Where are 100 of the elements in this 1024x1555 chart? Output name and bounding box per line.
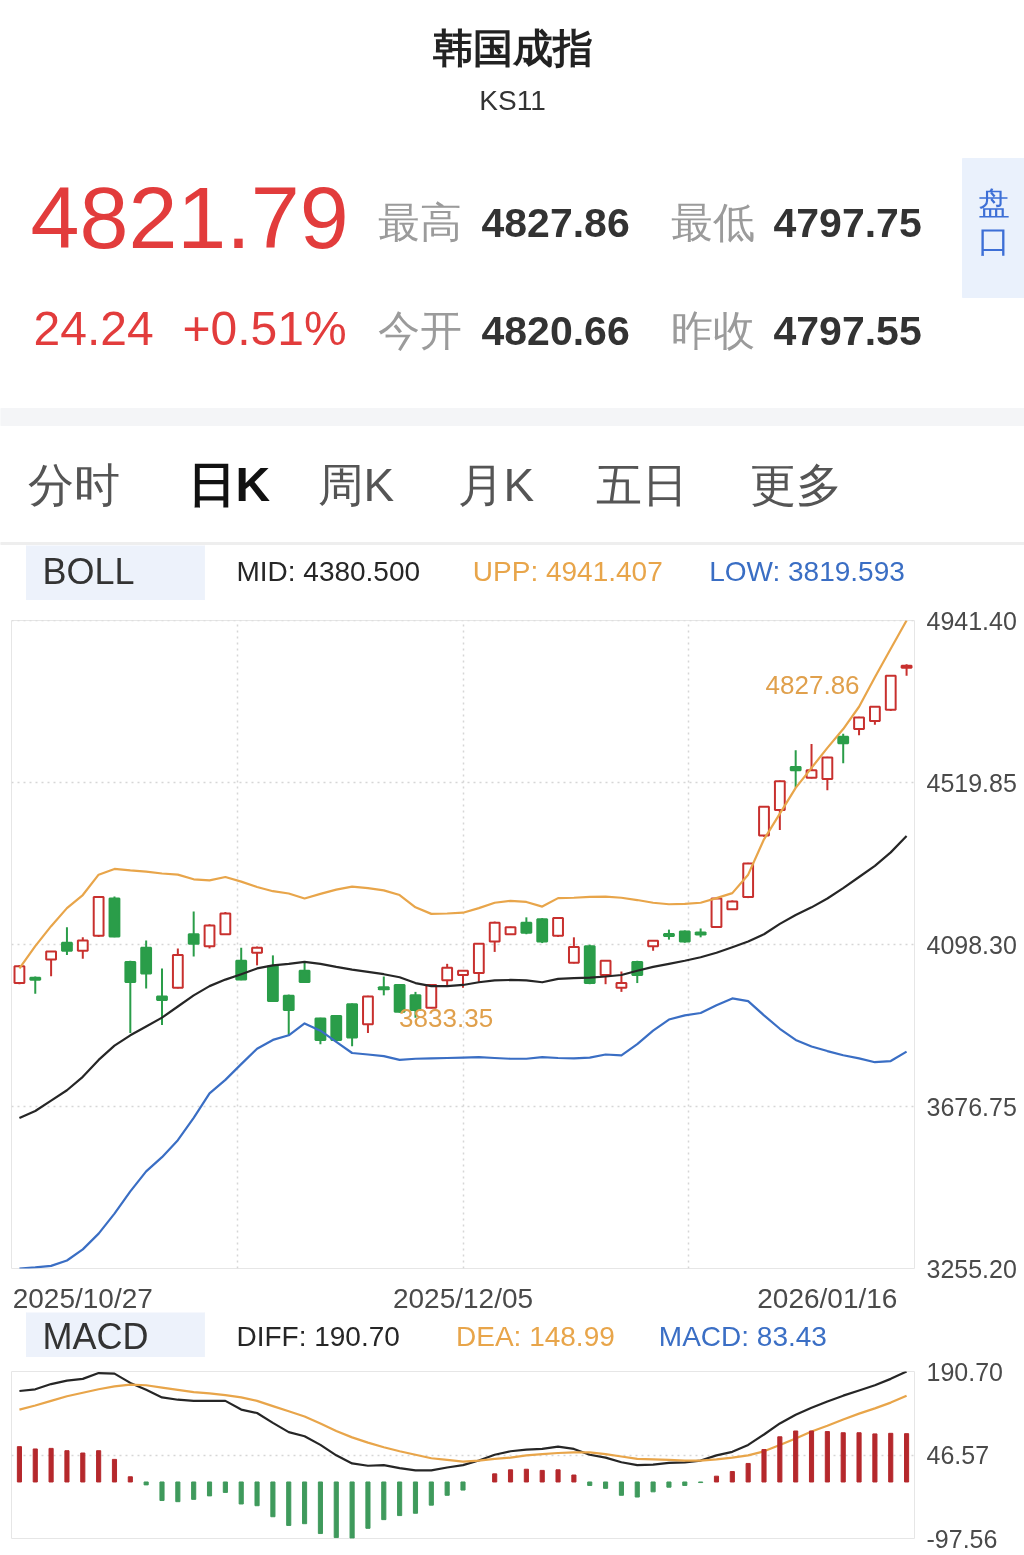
candlestick <box>282 993 295 1037</box>
bar <box>492 1473 498 1483</box>
candlestick <box>552 916 564 938</box>
bar <box>444 1481 450 1496</box>
bar <box>587 1481 593 1486</box>
bar <box>270 1481 276 1518</box>
bar <box>666 1481 672 1488</box>
text: 最高 <box>377 199 462 246</box>
text: 五日 <box>595 458 688 511</box>
text: 韩国成指 <box>431 25 593 70</box>
bar <box>286 1481 292 1526</box>
candlestick <box>76 936 89 960</box>
y-tick-label: 4098.30 <box>926 930 1017 959</box>
candlestick <box>567 936 580 965</box>
text: 昨收 <box>670 307 755 354</box>
text: KS11 <box>479 85 546 116</box>
bar <box>365 1481 371 1529</box>
bar <box>713 1475 720 1483</box>
text: 4820.66 <box>481 307 630 354</box>
candlestick <box>235 946 248 982</box>
bar <box>618 1481 624 1496</box>
candlestick <box>488 920 501 953</box>
bar <box>32 1448 38 1483</box>
x-tick-label: 2026/01/16 <box>757 1283 898 1314</box>
bar <box>872 1433 878 1483</box>
text: 4821.79 <box>30 167 349 267</box>
candlestick <box>124 959 137 1034</box>
bar <box>428 1481 434 1506</box>
bar <box>904 1433 910 1483</box>
line-series <box>18 620 908 970</box>
bar <box>745 1462 751 1483</box>
bar <box>412 1481 419 1514</box>
candlestick <box>187 910 200 958</box>
text: 更多 <box>749 458 842 511</box>
candlestick <box>203 923 216 950</box>
y-tick-label: 3255.20 <box>926 1254 1017 1283</box>
bar <box>682 1481 688 1486</box>
text: 4797.75 <box>773 199 922 246</box>
bar <box>159 1481 165 1502</box>
candlestick <box>615 970 628 993</box>
y-tick-label: 4941.40 <box>926 606 1017 635</box>
text: MID: 4380.500 <box>236 556 421 587</box>
bar <box>523 1468 529 1483</box>
bar <box>206 1481 213 1497</box>
bar <box>111 1458 118 1483</box>
bar <box>48 1447 54 1483</box>
bar <box>80 1452 86 1483</box>
y-tick-label: 3676.75 <box>926 1092 1017 1121</box>
bar <box>634 1481 640 1498</box>
text: 周K <box>317 458 395 511</box>
bar <box>333 1481 339 1539</box>
bar <box>143 1481 149 1486</box>
bar <box>191 1481 197 1500</box>
legend-title: MACD <box>42 1316 149 1357</box>
candlestick <box>298 961 311 984</box>
line-series <box>18 997 908 1269</box>
candlestick <box>425 983 438 1010</box>
bar <box>729 1471 735 1483</box>
bar <box>16 1446 22 1483</box>
bar <box>317 1481 323 1535</box>
x-tick-label: 2025/12/05 <box>392 1283 534 1314</box>
text: 最低 <box>670 199 755 246</box>
bar <box>539 1469 545 1483</box>
bar <box>777 1436 783 1483</box>
candlestick <box>837 732 850 765</box>
bar <box>555 1469 561 1483</box>
bar <box>254 1481 260 1507</box>
bar <box>808 1430 815 1483</box>
text: DEA: 148.99 <box>456 1321 615 1352</box>
bar <box>507 1469 514 1483</box>
bar <box>761 1449 767 1483</box>
bar <box>571 1474 577 1483</box>
line-series <box>18 834 908 1120</box>
bar <box>460 1481 466 1491</box>
candlestick <box>45 950 58 978</box>
text: +0.51% <box>182 302 347 355</box>
bar <box>238 1481 244 1505</box>
candlestick <box>599 958 612 986</box>
text: 24.24 <box>33 302 154 355</box>
bar <box>222 1481 228 1493</box>
bar <box>127 1476 133 1483</box>
annotation: 4827.86 <box>765 670 860 701</box>
y-tick-label: 4519.85 <box>926 768 1017 797</box>
text: 月K <box>457 458 535 511</box>
text: MACD: 83.43 <box>658 1321 827 1352</box>
bar <box>349 1481 355 1539</box>
text: 4827.86 <box>481 199 630 246</box>
text: UPP: 4941.407 <box>472 556 663 587</box>
bar <box>603 1481 609 1489</box>
text: 4797.55 <box>773 307 922 354</box>
candlestick <box>853 715 865 737</box>
bar <box>856 1432 862 1483</box>
candlestick <box>330 1014 343 1043</box>
annotation: 3833.35 <box>399 1003 494 1034</box>
x-tick-label: 2025/10/27 <box>12 1283 153 1314</box>
candlestick <box>789 749 802 789</box>
bar <box>824 1431 830 1483</box>
text: LOW: 3819.593 <box>709 556 905 587</box>
candlestick <box>441 962 454 986</box>
text: 盘口 <box>977 184 1010 259</box>
